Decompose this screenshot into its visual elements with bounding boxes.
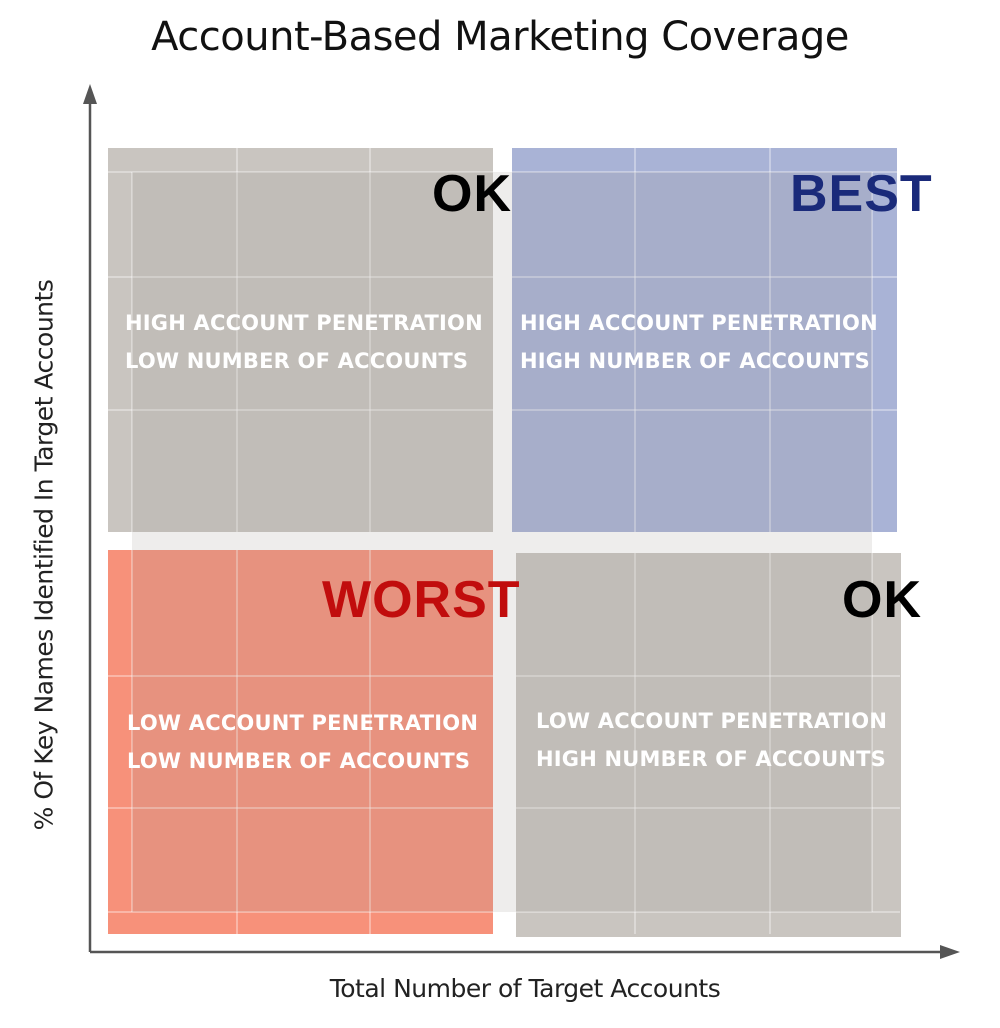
quadrant-bottom-right-text: LOW ACCOUNT PENETRATION HIGH NUMBER OF A… — [536, 702, 887, 778]
quadrant-top-left-text: HIGH ACCOUNT PENETRATION LOW NUMBER OF A… — [125, 304, 483, 380]
quadrant-line: LOW ACCOUNT PENETRATION — [536, 709, 888, 733]
x-axis-label: Total Number of Target Accounts — [329, 974, 721, 1003]
quadrant-top-left — [108, 148, 493, 532]
y-axis-arrow-icon — [83, 84, 97, 104]
tag-top-left: OK — [432, 165, 512, 223]
tag-top-right: BEST — [790, 165, 933, 223]
quadrant-top-right — [512, 148, 897, 532]
quadrant-bottom-left-text: LOW ACCOUNT PENETRATION LOW NUMBER OF AC… — [127, 704, 478, 780]
quadrant-line: LOW NUMBER OF ACCOUNTS — [125, 349, 469, 373]
quadrant-line: LOW NUMBER OF ACCOUNTS — [127, 749, 471, 773]
diagram-title: Account-Based Marketing Coverage — [151, 14, 849, 60]
quadrant-line: HIGH ACCOUNT PENETRATION — [520, 311, 878, 335]
tag-bottom-left: WORST — [322, 571, 521, 629]
quadrant-line: HIGH NUMBER OF ACCOUNTS — [520, 349, 870, 373]
quadrant-bottom-left — [108, 550, 493, 934]
quadrant-line: HIGH NUMBER OF ACCOUNTS — [536, 747, 886, 771]
quadrant-line: HIGH ACCOUNT PENETRATION — [125, 311, 483, 335]
quadrant-top-right-text: HIGH ACCOUNT PENETRATION HIGH NUMBER OF … — [520, 304, 878, 380]
tag-bottom-right: OK — [842, 571, 922, 629]
y-axis-label: % Of Key Names Identified In Target Acco… — [29, 279, 59, 831]
quadrant-bottom-right — [516, 553, 901, 937]
quadrant-line: LOW ACCOUNT PENETRATION — [127, 711, 479, 735]
x-axis-arrow-icon — [940, 945, 960, 959]
